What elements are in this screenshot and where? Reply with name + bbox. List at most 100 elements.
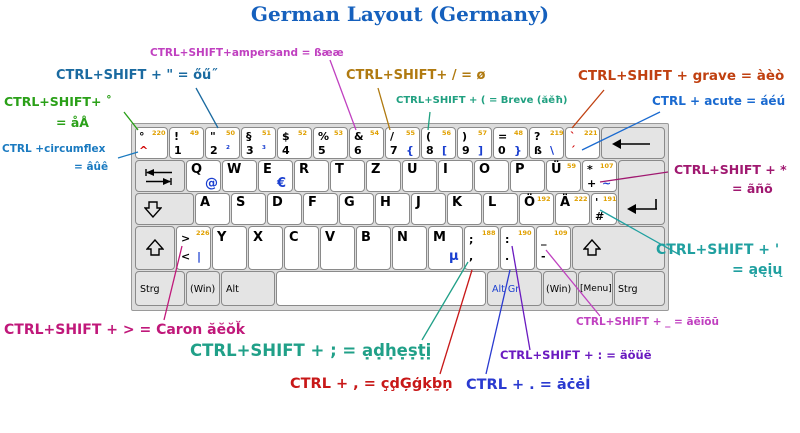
key-legend-base: 6 [354, 144, 362, 157]
key-comma[interactable]: ; , 188 [464, 226, 499, 270]
key-a[interactable]: A [195, 193, 230, 225]
key-legend-base: H [380, 195, 391, 210]
key-menu[interactable]: [Menu] [578, 271, 613, 306]
key-alt[interactable]: Alt [221, 271, 275, 306]
key-legend-base: O [479, 162, 491, 177]
key-label: Strg [140, 284, 160, 295]
annotation-apostrophe: CTRL+SHIFT + ' [656, 242, 780, 258]
key-v[interactable]: V [320, 226, 355, 270]
key-legend-base: G [344, 195, 355, 210]
key-shift-right[interactable] [572, 226, 665, 270]
key-9[interactable]: ) 9 ] 57 [457, 127, 492, 159]
key-p[interactable]: P [510, 160, 545, 192]
key-t[interactable]: T [330, 160, 365, 192]
key-x[interactable]: X [248, 226, 283, 270]
key-legend-altgr: µ [449, 249, 459, 264]
key-6[interactable]: & 6 54 [349, 127, 384, 159]
key-altgr[interactable]: Alt Gr [487, 271, 542, 306]
key-g[interactable]: G [339, 193, 374, 225]
key-tab[interactable] [135, 160, 185, 192]
key-ctrl-left[interactable]: Strg [135, 271, 185, 306]
key-legend-shift: _ [541, 233, 547, 246]
key-8[interactable]: ( 8 [ 56 [421, 127, 456, 159]
key-7[interactable]: / 7 { 55 [385, 127, 420, 159]
key-d[interactable]: D [267, 193, 302, 225]
page-title: German Layout (Germany) [250, 2, 550, 26]
key-legend-base: 0 [498, 144, 506, 157]
key-win-left[interactable]: (Win) [186, 271, 220, 306]
key-k[interactable]: K [447, 193, 482, 225]
key-space[interactable] [276, 271, 486, 306]
key-capslock[interactable] [135, 193, 194, 225]
key-legend-base: # [595, 210, 605, 223]
key-period[interactable]: : . 190 [500, 226, 535, 270]
key-acute[interactable]: ` ´ 221 [565, 127, 600, 159]
key-win-right[interactable]: (Win) [543, 271, 577, 306]
key-shift-left[interactable] [135, 226, 175, 270]
key-legend-shift: % [318, 130, 330, 143]
key-4[interactable]: $ 4 52 [277, 127, 312, 159]
key-less-than[interactable]: > < | 226 [176, 226, 211, 270]
key-ctrl-right[interactable]: Strg [614, 271, 665, 306]
key-i[interactable]: I [438, 160, 473, 192]
key-w[interactable]: W [222, 160, 257, 192]
key-enter[interactable] [618, 160, 665, 225]
key-h[interactable]: H [375, 193, 410, 225]
key-legend-base: F [308, 195, 317, 210]
key-r[interactable]: R [294, 160, 329, 192]
key-o[interactable]: O [474, 160, 509, 192]
key-hash[interactable]: ' # 191 [591, 193, 617, 225]
annotation-degree-result: = åÅ [56, 115, 89, 130]
key-legend-base: Ö [524, 195, 536, 210]
annotation-colon: CTRL+SHIFT + : = äöüë [500, 348, 652, 362]
key-e[interactable]: E € [258, 160, 293, 192]
key-f[interactable]: F [303, 193, 338, 225]
key-o-umlaut[interactable]: Ö 192 [519, 193, 554, 225]
key-u-umlaut[interactable]: Ü 59 [546, 160, 581, 192]
key-0[interactable]: = 0 } 48 [493, 127, 528, 159]
key-label: (Win) [546, 284, 572, 295]
key-3[interactable]: § 3 ³ 51 [241, 127, 276, 159]
key-m[interactable]: M µ [428, 226, 463, 270]
key-legend-base: N [397, 230, 408, 245]
annotation-ampersand: CTRL+SHIFT+ampersand = ßææ [150, 47, 344, 59]
key-minus[interactable]: _ - 109 [536, 226, 571, 270]
key-legend-shift: / [390, 130, 395, 143]
key-5[interactable]: % 5 53 [313, 127, 348, 159]
keycode: 192 [537, 195, 551, 203]
annotation-dot: CTRL + . = ȧċėİ [466, 377, 591, 393]
key-legend-base: U [407, 162, 418, 177]
key-sharp-s[interactable]: ? ß \ 219 [529, 127, 564, 159]
key-legend-base: V [325, 230, 336, 245]
key-c[interactable]: C [284, 226, 319, 270]
key-legend-shift: ) [462, 130, 468, 143]
key-s[interactable]: S [231, 193, 266, 225]
key-legend-base: L [488, 195, 497, 210]
key-q[interactable]: Q @ [186, 160, 221, 192]
key-legend-shift: ° [139, 130, 145, 143]
key-circumflex[interactable]: ° ^ 220 [135, 127, 168, 159]
leader-quote [195, 87, 219, 129]
key-a-umlaut[interactable]: Ä 222 [555, 193, 590, 225]
annotation-semicolon: CTRL+SHIFT + ; = ạḍḥẹṣṭị [190, 341, 432, 360]
key-legend-base: A [200, 195, 211, 210]
key-2[interactable]: " 2 ² 50 [205, 127, 240, 159]
key-plus[interactable]: * + ~ 107 [582, 160, 617, 192]
key-legend-base: ß [534, 144, 542, 157]
key-backspace[interactable] [601, 127, 665, 159]
key-label: Alt [226, 284, 239, 295]
key-legend-base: Ü [551, 162, 562, 177]
key-1[interactable]: ! 1 49 [169, 127, 204, 159]
keycode: 191 [603, 195, 617, 203]
key-j[interactable]: J [411, 193, 446, 225]
key-legend-base: E [263, 162, 272, 177]
key-l[interactable]: L [483, 193, 518, 225]
key-y[interactable]: Y [212, 226, 247, 270]
key-z[interactable]: Z [366, 160, 401, 192]
key-n[interactable]: N [392, 226, 427, 270]
key-b[interactable]: B [356, 226, 391, 270]
shift-arrow-icon [583, 239, 601, 256]
key-legend-shift: $ [282, 130, 290, 143]
key-legend-base: 1 [174, 144, 182, 157]
key-u[interactable]: U [402, 160, 437, 192]
